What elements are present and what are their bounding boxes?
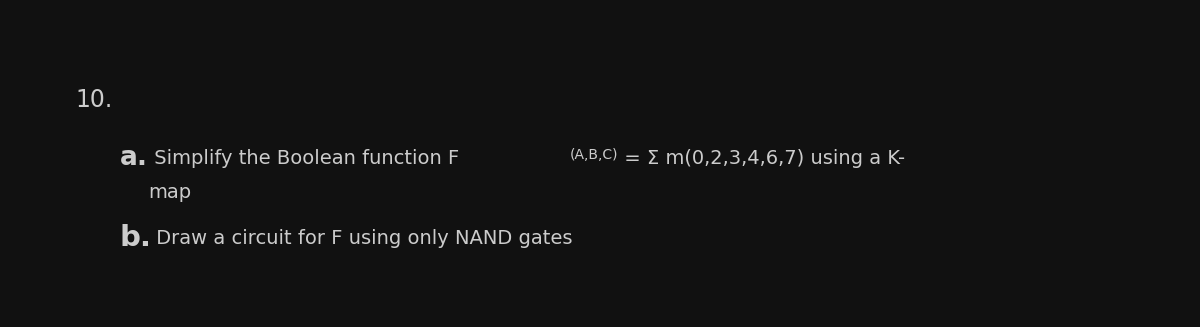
Text: (A,B,C): (A,B,C) — [570, 148, 618, 162]
Text: Simplify the Boolean function F: Simplify the Boolean function F — [148, 148, 460, 167]
Text: b.: b. — [120, 224, 152, 252]
Text: = Σ m(0,2,3,4,6,7) using a K-: = Σ m(0,2,3,4,6,7) using a K- — [618, 148, 905, 167]
Text: map: map — [148, 183, 191, 202]
Text: Draw a circuit for F using only NAND gates: Draw a circuit for F using only NAND gat… — [150, 229, 572, 248]
Text: 10.: 10. — [74, 88, 113, 112]
Text: a.: a. — [120, 145, 148, 171]
